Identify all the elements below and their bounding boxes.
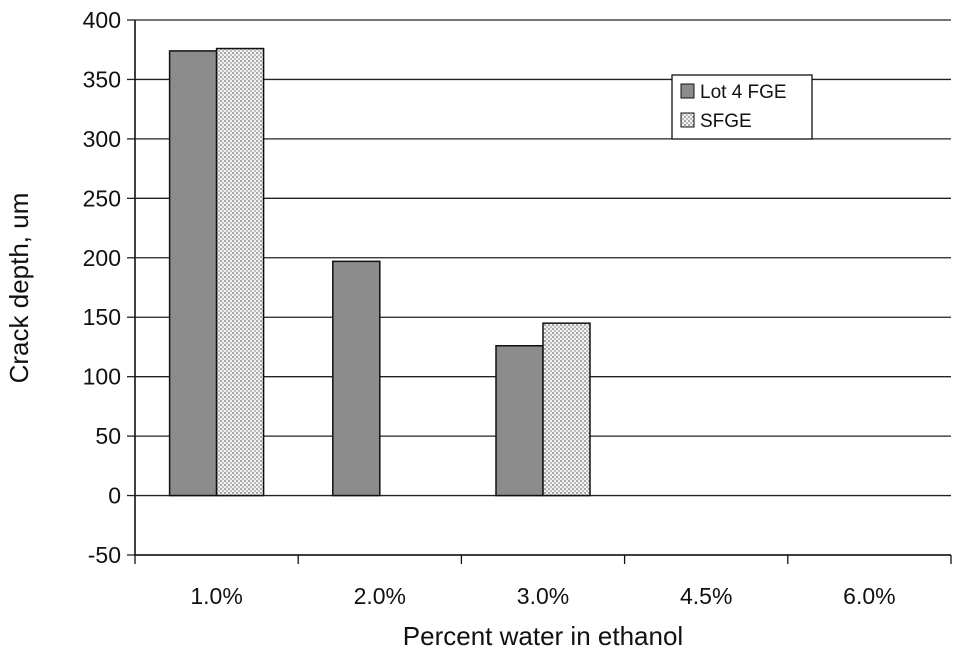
y-tick-label-3: 100	[83, 364, 121, 390]
bars	[168, 47, 591, 497]
x-tick-label-2: 3.0%	[517, 583, 569, 609]
legend-swatch-1	[680, 112, 695, 128]
legend-label-0: Lot 4 FGE	[700, 82, 787, 103]
y-tick-label-6: 250	[83, 185, 121, 211]
y-tick-label-7: 300	[83, 126, 121, 152]
legend-box	[671, 74, 813, 140]
y-tick-label-8: 350	[83, 66, 121, 92]
y-tick-label-0: -50	[88, 542, 121, 568]
axes	[134, 20, 951, 556]
y-tick-label-1: 0	[108, 483, 121, 509]
y-tick-labels: -50 0 50 100 150 200 250 300 350 400	[83, 7, 135, 568]
y-tick-label-5: 200	[83, 245, 121, 271]
y-tick-label-9: 400	[83, 7, 121, 33]
bar-lot-4-fge-2	[495, 345, 544, 497]
bar-sfge-0	[215, 47, 265, 497]
x-tick-label-3: 4.5%	[680, 583, 732, 609]
bar-lot-4-fge-1	[332, 260, 381, 497]
legend-label-1: SFGE	[700, 111, 752, 132]
bar-sfge-2	[542, 322, 591, 497]
x-tick-label-0: 1.0%	[190, 583, 242, 609]
y-tick-label-2: 50	[95, 423, 121, 449]
x-tick-label-1: 2.0%	[354, 583, 406, 609]
legend-swatch-0	[680, 83, 695, 99]
legend: Lot 4 FGE SFGE	[671, 74, 813, 140]
x-axis-title: Percent water in ethanol	[403, 621, 683, 651]
y-tick-label-4: 150	[83, 304, 121, 330]
y-axis-title: Crack depth, um	[4, 193, 34, 384]
x-tick-labels: 1.0% 2.0% 3.0% 4.5% 6.0%	[134, 555, 952, 609]
bar-lot-4-fge-0	[168, 50, 218, 497]
x-tick-label-4: 6.0%	[843, 583, 895, 609]
